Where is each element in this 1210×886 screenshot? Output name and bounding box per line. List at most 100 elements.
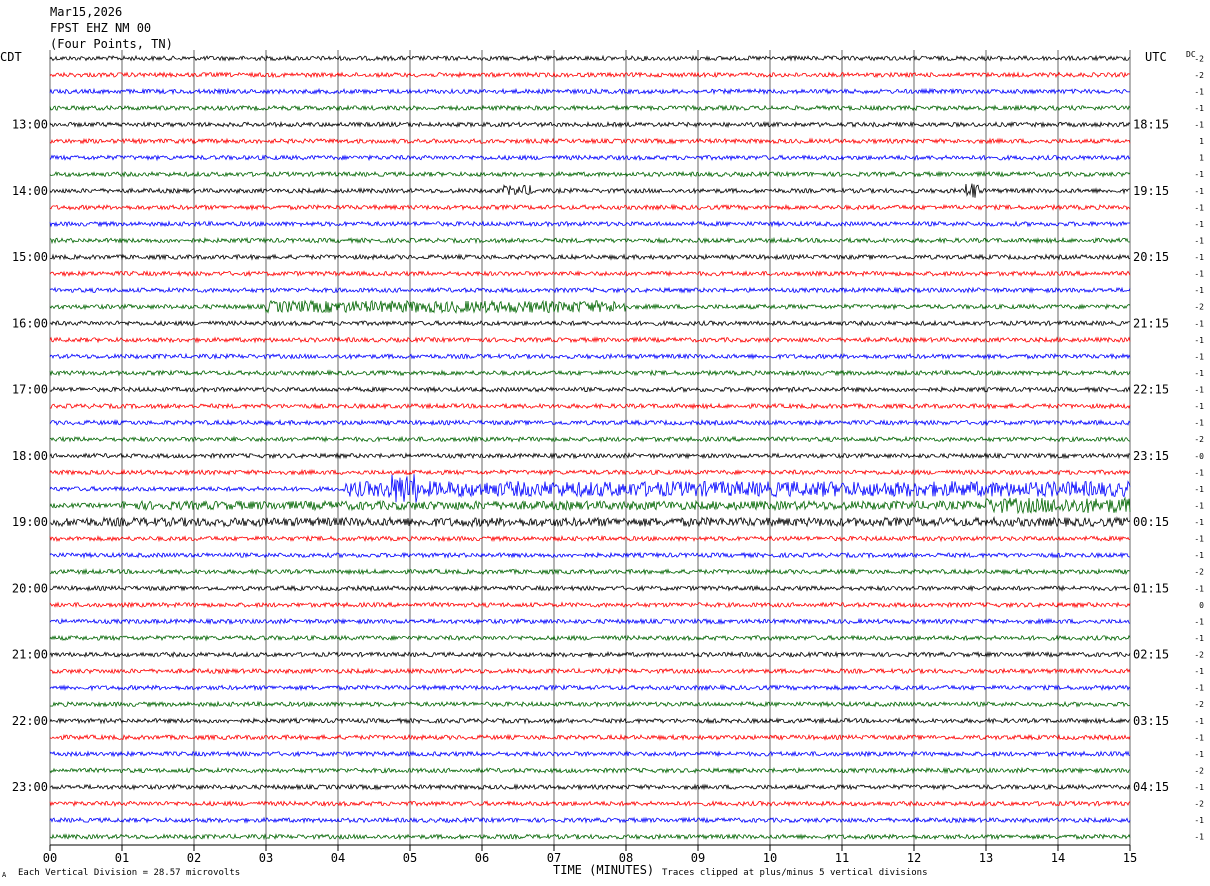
x-tick-label: 04 <box>331 851 345 865</box>
dc-offset-label: -1 <box>1194 203 1204 212</box>
x-tick-label: 14 <box>1051 851 1065 865</box>
dc-offset-label: -1 <box>1194 270 1204 279</box>
seismic-trace <box>49 236 1131 245</box>
seismic-trace <box>49 87 1131 96</box>
seismic-trace <box>49 634 1131 642</box>
dc-offset-label: -1 <box>1194 170 1204 179</box>
right-hour-label: 18:15 <box>1133 118 1169 132</box>
dc-offset-label: -1 <box>1194 253 1204 262</box>
x-tick-label: 00 <box>43 851 57 865</box>
x-tick-label: 08 <box>619 851 633 865</box>
seismic-trace <box>49 418 1131 427</box>
seismic-trace <box>49 516 1131 528</box>
x-tick-label: 03 <box>259 851 273 865</box>
seismic-trace <box>49 667 1131 675</box>
x-tick-label: 10 <box>763 851 777 865</box>
left-hour-label: 22:00 <box>12 714 48 728</box>
dc-offset-label: -1 <box>1194 750 1204 759</box>
x-tick-label: 01 <box>115 851 129 865</box>
left-hour-label: 17:00 <box>12 383 48 397</box>
seismic-trace <box>49 54 1131 62</box>
seismic-trace <box>49 183 1130 198</box>
x-tick-label: 13 <box>979 851 993 865</box>
dc-offset-label: -1 <box>1194 634 1204 643</box>
seismic-trace <box>49 402 1131 410</box>
dc-offset-label: -1 <box>1194 369 1204 378</box>
seismic-trace <box>49 369 1131 377</box>
footer-mark: A <box>2 871 7 879</box>
right-hour-label: 23:15 <box>1133 449 1169 463</box>
dc-offset-label: -1 <box>1194 220 1204 229</box>
seismic-trace <box>49 104 1131 112</box>
dc-offset-label: -2 <box>1194 800 1204 809</box>
dc-offset-label: -1 <box>1194 187 1204 196</box>
seismic-trace <box>49 220 1131 228</box>
seismic-trace <box>49 154 1131 162</box>
left-hour-label: 21:00 <box>12 648 48 662</box>
seismic-trace <box>49 352 1131 361</box>
seismic-trace <box>49 733 1131 742</box>
seismic-trace <box>49 816 1131 824</box>
dc-offset-label: -1 <box>1194 783 1204 792</box>
dc-offset-label: -2 <box>1194 435 1204 444</box>
x-tick-label: 05 <box>403 851 417 865</box>
dc-offset-label: -1 <box>1194 419 1204 428</box>
right-hour-label: 21:15 <box>1133 316 1169 330</box>
dc-offset-label: -1 <box>1194 551 1204 560</box>
seismic-trace <box>49 717 1131 725</box>
dc-offset-label: -1 <box>1194 121 1204 130</box>
seismic-trace <box>49 617 1131 625</box>
seismic-trace <box>49 336 1131 344</box>
left-hour-label: 20:00 <box>12 581 48 595</box>
dc-offset-label: -2 <box>1194 651 1204 660</box>
seismic-trace <box>49 299 1131 314</box>
right-hour-label: 22:15 <box>1133 383 1169 397</box>
x-tick-label: 02 <box>187 851 201 865</box>
x-tick-label: 12 <box>907 851 921 865</box>
plot-date: Mar15,2026 <box>50 5 123 19</box>
dc-offset-label: -1 <box>1194 104 1204 113</box>
seismic-trace <box>49 286 1131 294</box>
seismic-trace <box>49 385 1131 394</box>
left-hour-label: 13:00 <box>12 118 48 132</box>
dc-offset-label: -1 <box>1194 236 1204 245</box>
seismic-trace <box>49 468 1131 477</box>
dc-offset-label: -2 <box>1194 303 1204 312</box>
station-location: (Four Points, TN) <box>50 37 173 51</box>
left-hour-label: 19:00 <box>12 515 48 529</box>
seismic-trace <box>49 474 1131 503</box>
dc-offset-label: -1 <box>1194 535 1204 544</box>
seismic-trace <box>49 435 1131 443</box>
dc-offset-label: -0 <box>1194 452 1204 461</box>
dc-offset-label: 1 <box>1199 154 1204 163</box>
dc-offset-label: 1 <box>1199 137 1204 146</box>
seismic-trace <box>49 833 1131 841</box>
right-hour-label: 20:15 <box>1133 250 1169 264</box>
dc-offset-label: -1 <box>1194 733 1204 742</box>
seismic-trace <box>49 750 1131 758</box>
seismic-trace <box>49 253 1131 261</box>
dc-offset-label: -1 <box>1194 87 1204 96</box>
dc-offset-label: -1 <box>1194 584 1204 593</box>
seismic-trace <box>49 170 1131 178</box>
right-hour-label: 04:15 <box>1133 780 1169 794</box>
right-hour-label: 02:15 <box>1133 648 1169 662</box>
seismic-trace <box>49 71 1131 79</box>
seismic-trace <box>49 783 1131 791</box>
dc-offset-label: -2 <box>1194 700 1204 709</box>
seismic-trace <box>49 800 1131 808</box>
dc-offset-label: -1 <box>1194 617 1204 626</box>
right-hour-label: 19:15 <box>1133 184 1169 198</box>
right-hour-label: 03:15 <box>1133 714 1169 728</box>
seismic-trace <box>49 700 1131 708</box>
dc-offset-label: -1 <box>1194 352 1204 361</box>
seismic-trace <box>49 319 1131 327</box>
dc-offset-label: -1 <box>1194 833 1204 842</box>
dc-offset-label: -1 <box>1194 286 1204 295</box>
dc-offset-label: -1 <box>1194 468 1204 477</box>
dc-offset-label: -1 <box>1194 816 1204 825</box>
left-hour-label: 23:00 <box>12 780 48 794</box>
seismic-trace <box>49 584 1131 592</box>
x-tick-label: 15 <box>1123 851 1137 865</box>
left-hour-label: 14:00 <box>12 184 48 198</box>
